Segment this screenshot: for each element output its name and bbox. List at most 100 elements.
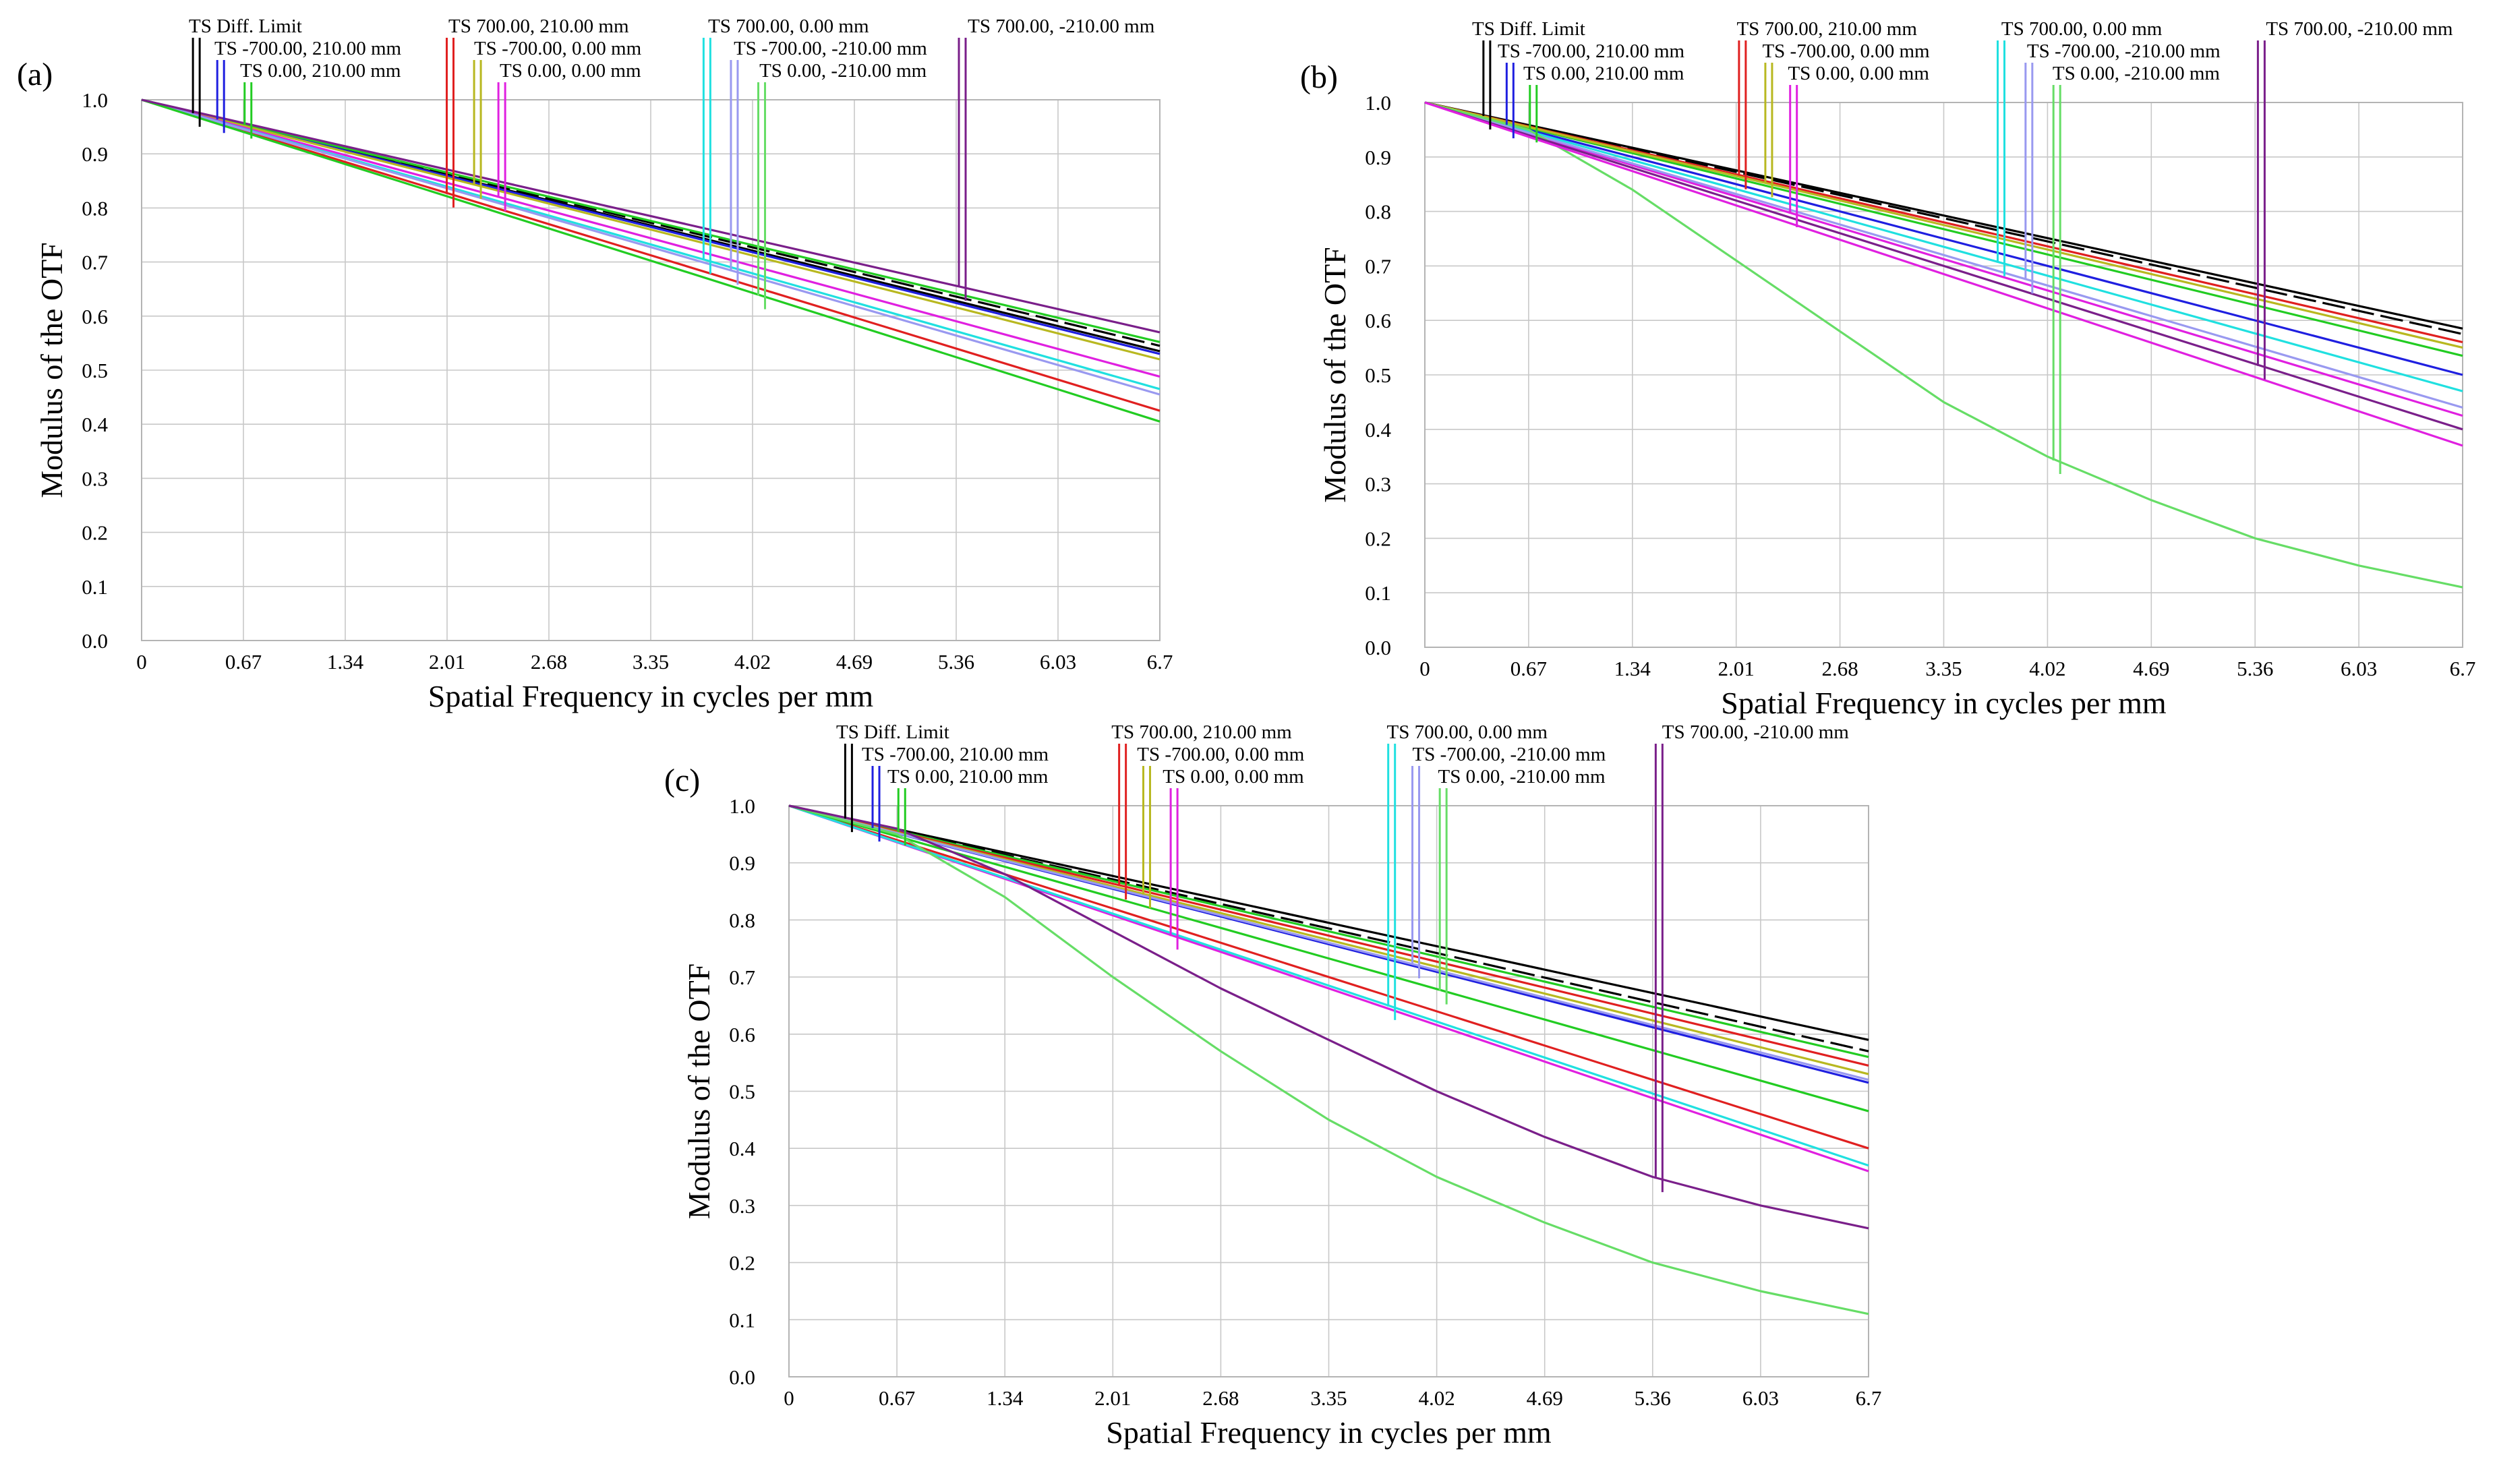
x-tick-label: 0.67 [225,650,262,674]
y-tick-label: 0.7 [729,966,755,989]
legend-entry: TS 700.00, -210.00 mm [1662,721,1850,743]
series-line [141,98,1161,334]
series-line [141,98,1161,412]
panel-label: (b) [1300,59,1338,95]
panel-label: (a) [17,57,53,92]
x-axis-label: Spatial Frequency in cycles per mm [1721,686,2167,720]
y-tick-label: 0.1 [729,1308,755,1332]
y-axis-label: Modulus of the OTF [34,242,69,498]
legend-entry: TS -700.00, 0.00 mm [1137,744,1305,765]
series-line [788,804,1869,1230]
y-tick-label: 0.8 [82,196,108,220]
series-line [1424,101,2463,357]
series-line [788,804,1869,1059]
legend-entry: TS 700.00, 0.00 mm [2001,18,2163,40]
series-line [788,804,1869,1081]
y-tick-label: 0.2 [729,1251,755,1275]
legend-entry: TS Diff. Limit [189,16,302,37]
y-tick-label: 0.2 [1365,527,1391,550]
x-tick-label: 0 [136,650,147,674]
legend-entry: TS 700.00, 210.00 mm [1111,721,1292,743]
y-tick-label: 0.5 [729,1080,755,1104]
x-tick-label: 5.36 [2237,657,2273,680]
y-tick-label: 0.1 [82,575,108,599]
x-tick-label: 6.7 [2450,657,2476,680]
x-axis-label: Spatial Frequency in cycles per mm [428,679,874,713]
chart-panel-2: 0 0.67 1.34 2.01 2.68 3.35 4.02 4.69 5.36 6.03 6.7… [1300,18,2475,720]
x-tick-label: 3.35 [633,650,669,674]
y-axis-label: Modulus of the OTF [682,963,716,1220]
y-tick-label: 0.0 [82,629,108,653]
series-line [1424,101,2463,349]
x-tick-label: 2.68 [1202,1386,1239,1410]
y-axis-label: Modulus of the OTF [1318,247,1352,503]
x-tick-label: 6.03 [1040,650,1076,674]
series-line [1424,101,2463,409]
legend-entry: TS 0.00, -210.00 mm [1438,766,1606,788]
x-tick-label: 6.7 [1856,1386,1882,1410]
y-tick-label: 0.3 [1365,473,1391,496]
x-axis-label: Spatial Frequency in cycles per mm [1106,1415,1552,1450]
y-tick-label: 0.9 [729,852,755,875]
legend-entry: TS 0.00, 210.00 mm [887,766,1049,788]
legend-entry: TS 700.00, 0.00 mm [708,16,869,37]
x-tick-label: 0.67 [1510,657,1547,680]
x-tick-label: 3.35 [1310,1386,1347,1410]
series-line [1424,101,2463,417]
legend-entry: TS 700.00, 210.00 mm [1736,18,1917,40]
y-tick-label: 0.6 [1365,309,1391,332]
series-line [788,804,1869,1112]
chart-panel-1: 0 0.67 1.34 2.01 2.68 3.35 4.02 4.69 5.36 6.03 6.7… [17,16,1173,713]
legend-entry: TS -700.00, 0.00 mm [474,38,642,59]
series-line [1424,101,2463,431]
series-line [1424,101,2463,589]
legend-entry: TS -700.00, 0.00 mm [1762,40,1930,62]
legend-entry: TS 700.00, -210.00 mm [2266,18,2453,40]
y-tick-label: 0.0 [729,1365,755,1389]
panel-label: (c) [664,763,700,798]
y-tick-label: 0.7 [1365,254,1391,278]
x-tick-label: 4.69 [836,650,873,674]
y-tick-label: 0.5 [1365,363,1391,387]
y-tick-label: 0.1 [1365,581,1391,605]
legend-entry: TS Diff. Limit [836,721,949,743]
y-tick-label: 0.2 [82,521,108,545]
y-tick-label: 0.4 [1365,418,1391,442]
legend-entry: TS 0.00, 210.00 mm [1523,63,1684,84]
x-tick-label: 4.02 [2029,657,2065,680]
x-tick-label: 4.69 [1527,1386,1563,1410]
y-tick-label: 1.0 [1365,91,1391,115]
y-tick-label: 0.6 [729,1023,755,1046]
legend-entry: TS 0.00, 210.00 mm [240,60,401,82]
x-tick-label: 0 [1419,657,1430,680]
legend-entry: TS -700.00, 210.00 mm [862,744,1049,765]
y-tick-label: 0.9 [82,142,108,166]
series-line [1424,101,2463,376]
series-line [1424,101,2463,392]
x-tick-label: 6.03 [1742,1386,1779,1410]
plot-frame [141,99,1161,641]
y-tick-label: 0.5 [82,359,108,382]
x-tick-label: 2.01 [1094,1386,1131,1410]
legend-entry: TS 0.00, -210.00 mm [759,60,927,82]
y-tick-label: 0.4 [729,1137,755,1160]
y-tick-label: 0.9 [1365,146,1391,169]
series-line [788,804,1869,1041]
legend-entry: TS -700.00, -210.00 mm [2027,40,2221,62]
x-tick-label: 1.34 [1614,657,1651,680]
x-tick-label: 0.67 [879,1386,915,1410]
y-tick-label: 0.6 [82,305,108,328]
y-tick-label: 0.3 [82,467,108,490]
x-tick-label: 5.36 [938,650,974,674]
legend-entry: TS 0.00, 0.00 mm [1788,63,1929,84]
legend-entry: TS 0.00, -210.00 mm [2053,63,2221,84]
legend-entry: TS Diff. Limit [1472,18,1585,40]
y-tick-label: 1.0 [729,794,755,818]
y-tick-label: 1.0 [82,88,108,112]
y-tick-label: 0.3 [729,1194,755,1218]
series-line [1424,101,2463,447]
series-line [788,804,1869,1315]
x-tick-label: 6.03 [2341,657,2377,680]
x-tick-label: 4.02 [734,650,771,674]
legend-entry: TS -700.00, -210.00 mm [1413,744,1606,765]
